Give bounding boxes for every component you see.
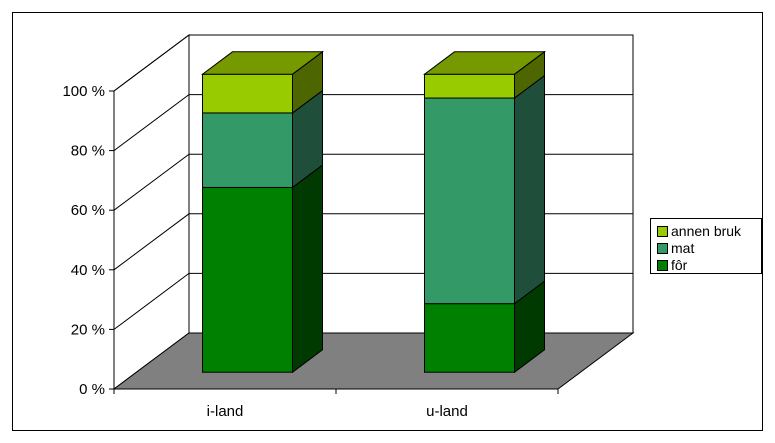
legend-swatch-mat xyxy=(657,242,668,254)
bars xyxy=(200,50,547,374)
bar-top-i-land xyxy=(200,51,325,75)
legend-item-mat: mat xyxy=(657,240,694,256)
gridline xyxy=(113,34,633,92)
bar-segment-u-land-annen-bruk xyxy=(422,50,547,100)
y-tick-label: 40 % xyxy=(71,262,105,279)
bar-front-i-land-annen-bruk xyxy=(202,73,293,114)
bar-segment-i-land-for xyxy=(202,164,323,374)
bar-top-u-land xyxy=(422,51,547,75)
bar-front-u-land-mat xyxy=(424,97,515,305)
chart-floor xyxy=(112,332,635,390)
legend-item-for: fôr xyxy=(657,257,687,273)
legend-item-annen-bruk: annen bruk xyxy=(657,223,741,239)
legend-label-for: fôr xyxy=(671,257,688,273)
legend: annen bruk mat fôr xyxy=(650,218,762,274)
y-tick-labels: 0 % 20 % 40 % 60 % 80 % 100 % xyxy=(62,83,105,398)
bar-side-i-land-for xyxy=(292,164,323,374)
x-category-label-u-land: u-land xyxy=(426,403,468,420)
bar-segment-i-land-mat xyxy=(202,89,323,189)
bar-segment-u-land-mat xyxy=(424,74,545,305)
y-tick-label: 60 % xyxy=(71,202,105,219)
y-tick-label: 80 % xyxy=(71,143,105,160)
bar-front-i-land-for xyxy=(202,186,293,373)
y-tick-label: 20 % xyxy=(71,321,105,338)
y-tick-label: 0 % xyxy=(79,381,105,398)
bar-segment-u-land-for xyxy=(424,280,545,374)
bar-front-u-land-for xyxy=(424,303,515,373)
bar-front-i-land-mat xyxy=(202,112,293,188)
legend-swatch-annen-bruk xyxy=(657,225,668,237)
legend-label-mat: mat xyxy=(671,240,695,256)
axes xyxy=(109,90,559,394)
side-wall xyxy=(113,34,190,390)
legend-swatch-for xyxy=(657,259,668,271)
bar-side-u-land-mat xyxy=(514,74,545,305)
x-category-labels: i-land u-land xyxy=(207,403,468,420)
floor-plane xyxy=(112,332,635,390)
bar-front-u-land-annen-bruk xyxy=(424,73,515,99)
y-tick-label: 100 % xyxy=(62,83,105,100)
legend-label-annen-bruk: annen bruk xyxy=(671,223,742,239)
bar-segment-i-land-annen-bruk xyxy=(200,50,325,114)
x-category-label-i-land: i-land xyxy=(207,403,244,420)
